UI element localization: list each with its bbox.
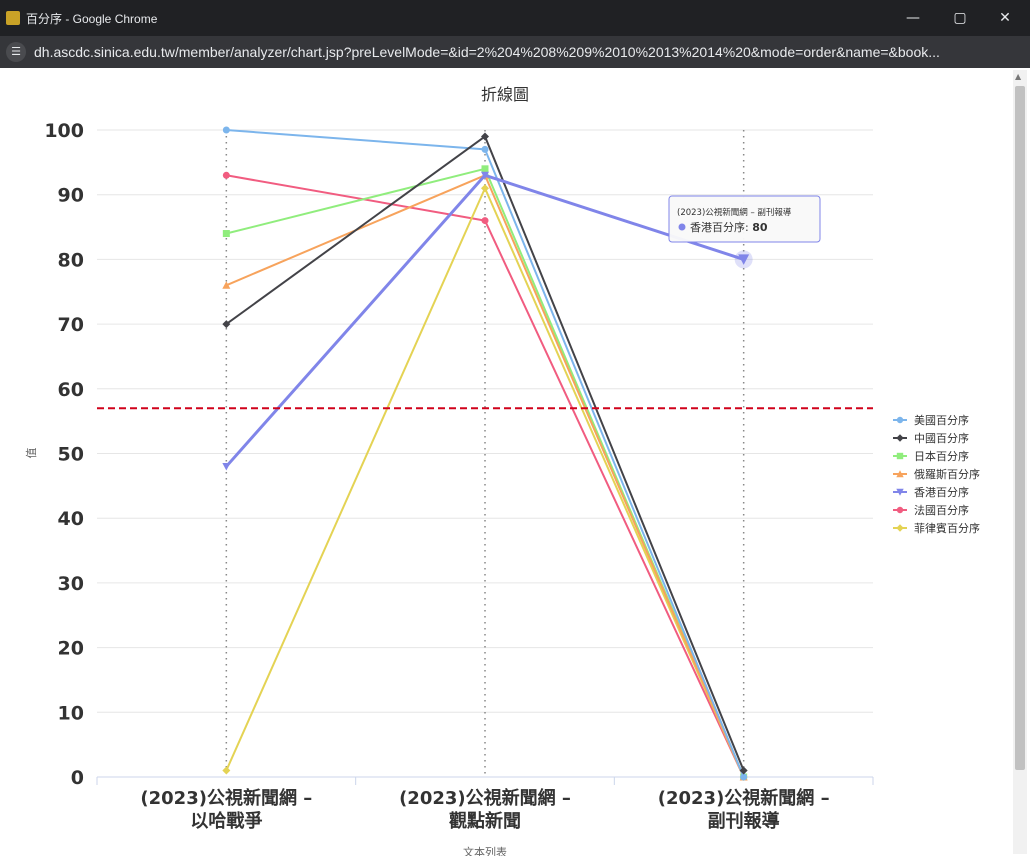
y-tick-label: 70	[58, 314, 84, 336]
x-tick-label: (2023)公視新聞網 –觀點新聞	[399, 787, 571, 832]
data-point[interactable]	[222, 126, 230, 134]
legend-item[interactable]: 俄羅斯百分序	[893, 467, 980, 481]
address-bar[interactable]: ☰ dh.ascdc.sinica.edu.tw/member/analyzer…	[0, 36, 1030, 68]
data-point[interactable]	[222, 171, 230, 179]
y-tick-label: 40	[58, 508, 84, 530]
data-point[interactable]	[481, 165, 489, 173]
tooltip-series-dot	[678, 223, 686, 231]
x-tick-label-line: 以哈戰爭	[190, 810, 262, 832]
data-point[interactable]	[481, 217, 489, 225]
url-text[interactable]: dh.ascdc.sinica.edu.tw/member/analyzer/c…	[34, 44, 940, 60]
legend-label[interactable]: 美國百分序	[914, 413, 969, 427]
legend-marker[interactable]	[896, 416, 904, 424]
data-point[interactable]	[481, 132, 489, 141]
app-favicon-icon	[6, 11, 20, 25]
series-line[interactable]	[225, 174, 745, 778]
data-point[interactable]	[481, 184, 489, 193]
legend-marker[interactable]	[896, 434, 904, 442]
series-line[interactable]	[226, 174, 745, 778]
y-axis-ticks: 0 10 20 30 40 50 60 70 80 90 100	[44, 120, 84, 789]
legend-label[interactable]: 菲律賓百分序	[914, 521, 980, 535]
legend-marker[interactable]	[896, 524, 904, 532]
legend-item[interactable]: 菲律賓百分序	[893, 521, 980, 535]
site-info-icon[interactable]: ☰	[6, 42, 26, 62]
data-point[interactable]	[738, 254, 750, 265]
legend-item[interactable]: 法國百分序	[893, 503, 969, 517]
y-tick-label: 80	[58, 249, 84, 271]
legend-item[interactable]: 日本百分序	[893, 449, 969, 463]
legend-label[interactable]: 香港百分序	[914, 485, 969, 499]
data-point[interactable]	[481, 145, 489, 153]
x-axis-label: 文本列表	[463, 845, 507, 856]
x-tick-label-line: 觀點新聞	[449, 810, 521, 832]
data-point[interactable]	[222, 320, 231, 329]
series-0	[222, 126, 748, 781]
y-tick-label: 20	[58, 638, 84, 660]
series-4	[222, 171, 753, 471]
legend-marker[interactable]	[896, 506, 904, 514]
chart-title: 折線圖	[481, 85, 529, 104]
legend-label[interactable]: 中國百分序	[914, 431, 969, 445]
vertical-scrollbar[interactable]: ▲	[1013, 70, 1027, 854]
tooltip-series-name: 香港百分序:	[690, 220, 752, 234]
page-content: 0 10 20 30 40 50 60 70 80 90 100 (2023)公視新聞網 –以哈戰爭…	[0, 68, 1030, 856]
data-point[interactable]	[739, 766, 748, 775]
y-tick-label: 90	[58, 185, 84, 207]
y-tick-label: 0	[71, 767, 84, 789]
data-point[interactable]	[222, 230, 230, 238]
window-title: 百分序 - Google Chrome	[26, 12, 158, 26]
data-point[interactable]	[222, 766, 231, 775]
legend-marker[interactable]	[896, 470, 904, 478]
tooltip-series-value: 80	[752, 221, 768, 234]
scroll-up-icon[interactable]: ▲	[1015, 72, 1022, 81]
close-button[interactable]: ✕	[999, 10, 1011, 26]
data-point[interactable]	[222, 281, 231, 289]
legend-marker[interactable]	[896, 488, 904, 496]
legend-item[interactable]: 中國百分序	[893, 431, 969, 445]
scrollbar-thumb[interactable]	[1015, 86, 1025, 770]
series-1	[222, 132, 748, 775]
data-point[interactable]	[740, 773, 748, 781]
y-axis-label: 值	[25, 448, 38, 459]
tooltip: (2023)公視新聞網 – 副刊報導 香港百分序: 80	[668, 195, 821, 243]
tooltip-box	[668, 195, 821, 243]
x-tick-label-line: (2023)公視新聞網 –	[658, 787, 830, 809]
window-titlebar: 百分序 - Google Chrome — ▢ ✕	[0, 0, 1030, 36]
y-tick-label: 60	[58, 379, 84, 401]
legend-marker[interactable]	[896, 452, 904, 460]
series-group	[222, 126, 753, 781]
y-tick-label: 100	[44, 120, 84, 142]
x-tick-label: (2023)公視新聞網 –以哈戰爭	[140, 787, 312, 832]
y-tick-label: 10	[58, 702, 84, 724]
series-6	[222, 184, 748, 781]
data-point[interactable]	[481, 171, 489, 180]
minimize-button[interactable]: —	[906, 10, 920, 26]
x-tick-label-line: 副刊報導	[708, 810, 780, 832]
data-point[interactable]	[222, 462, 231, 471]
x-tick-label: (2023)公視新聞網 –副刊報導	[658, 787, 830, 832]
legend-item[interactable]: 香港百分序	[893, 485, 969, 499]
x-tick-label-line: (2023)公視新聞網 –	[399, 787, 571, 809]
tooltip-series-label: 香港百分序: 80	[690, 220, 768, 234]
legend-label[interactable]: 日本百分序	[914, 449, 969, 463]
legend-label[interactable]: 俄羅斯百分序	[914, 467, 980, 481]
legend-label[interactable]: 法國百分序	[914, 503, 969, 517]
x-axis: (2023)公視新聞網 –以哈戰爭(2023)公視新聞網 –觀點新聞(2023)…	[96, 776, 874, 832]
y-tick-label: 30	[58, 573, 84, 595]
maximize-button[interactable]: ▢	[953, 10, 967, 26]
legend-item[interactable]: 美國百分序	[893, 413, 969, 427]
y-tick-label: 50	[58, 444, 84, 466]
x-tick-label-line: (2023)公視新聞網 –	[140, 787, 312, 809]
tooltip-header: (2023)公視新聞網 – 副刊報導	[677, 207, 792, 218]
